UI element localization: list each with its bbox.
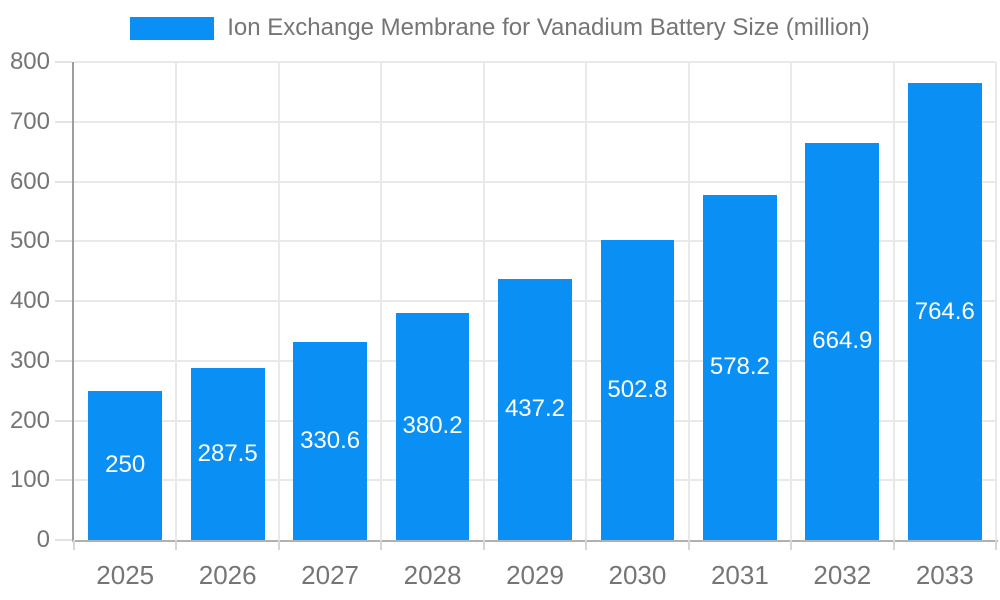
- gridline-y-500: [74, 240, 996, 243]
- y-axis-label-300: 300: [9, 346, 50, 374]
- y-axis-tick-400: [55, 300, 72, 302]
- x-axis-tick-1: [175, 540, 178, 550]
- bar-2029[interactable]: 437.2: [498, 278, 572, 540]
- bar-value-label-2033: 764.6: [914, 297, 975, 325]
- x-axis-label-2028: 2028: [403, 560, 462, 590]
- x-axis-label-2025: 2025: [96, 560, 155, 590]
- bar-2028[interactable]: 380.2: [395, 312, 470, 540]
- gridline-y-600: [74, 180, 996, 183]
- x-axis-label-2030: 2030: [608, 560, 667, 590]
- x-axis-tick-4: [482, 540, 485, 550]
- y-axis-tick-0: [55, 539, 72, 541]
- gridline-x-8: [892, 62, 895, 540]
- gridline-x-7: [790, 62, 793, 540]
- bar-2031[interactable]: 578.2: [703, 194, 777, 540]
- gridline-x-9: [995, 62, 997, 540]
- gridline-y-700: [74, 120, 996, 123]
- bar-2026[interactable]: 287.5: [190, 368, 265, 540]
- gridline-x-6: [687, 62, 690, 540]
- x-axis-tick-9: [995, 540, 997, 550]
- bar-2025[interactable]: 250: [88, 390, 163, 540]
- bar-value-label-2028: 380.2: [402, 412, 463, 440]
- gridline-x-5: [585, 62, 588, 540]
- x-axis-tick-3: [380, 540, 383, 550]
- bar-2030[interactable]: 502.8: [600, 239, 675, 540]
- y-axis-tick-200: [55, 419, 72, 422]
- y-axis-tick-600: [55, 180, 72, 183]
- bar-value-label-2029: 437.2: [504, 395, 566, 423]
- bar-value-label-2031: 578.2: [709, 353, 770, 381]
- bar-value-label-2026: 287.5: [197, 440, 258, 468]
- y-axis-label-100: 100: [9, 466, 50, 494]
- gridline-x-1: [175, 62, 178, 540]
- y-axis-label-700: 700: [9, 107, 50, 135]
- gridline-x-4: [482, 62, 485, 540]
- x-axis-label-2029: 2029: [506, 560, 564, 590]
- y-axis-label-500: 500: [9, 227, 50, 255]
- x-axis-label-2032: 2032: [813, 560, 872, 590]
- x-axis-label-2033: 2033: [915, 560, 974, 590]
- bar-value-label-2032: 664.9: [812, 327, 873, 355]
- y-axis-label-200: 200: [9, 406, 50, 434]
- bar-value-label-2025: 250: [105, 451, 146, 479]
- y-axis-label-0: 0: [36, 526, 50, 553]
- x-axis-tick-0: [73, 540, 75, 550]
- x-axis-tick-5: [585, 540, 588, 550]
- y-axis-label-600: 600: [9, 167, 50, 195]
- y-axis-tick-700: [55, 120, 72, 123]
- x-axis-tick-2: [277, 540, 280, 550]
- legend: Ion Exchange Membrane for Vanadium Batte…: [0, 14, 1000, 42]
- gridline-y-800: [74, 61, 996, 63]
- bar-value-label-2030: 502.8: [607, 375, 668, 403]
- legend-label: Ion Exchange Membrane for Vanadium Batte…: [227, 14, 870, 41]
- plot-area: 0 100 200 300 400 500 600 700 800 250 2025 287.5 202…: [10, 50, 998, 588]
- y-axis-label-400: 400: [9, 287, 50, 314]
- legend-swatch-icon: [130, 16, 215, 40]
- y-axis-tick-500: [55, 240, 72, 243]
- x-axis-tick-6: [687, 540, 690, 550]
- x-axis-label-2031: 2031: [710, 560, 769, 590]
- x-axis-label-2027: 2027: [301, 560, 360, 590]
- x-axis-tick-7: [790, 540, 793, 550]
- gridline-x-3: [380, 62, 383, 540]
- bar-2027[interactable]: 330.6: [293, 342, 367, 540]
- x-axis-line: [72, 540, 998, 542]
- y-axis-tick-300: [55, 359, 72, 362]
- bar-2033[interactable]: 764.6: [907, 83, 982, 540]
- y-axis-line: [72, 62, 74, 540]
- gridline-x-2: [277, 62, 280, 540]
- x-axis-tick-8: [892, 540, 895, 550]
- x-axis-label-2026: 2026: [198, 560, 257, 590]
- y-axis-tick-100: [55, 479, 72, 482]
- y-axis-label-800: 800: [9, 48, 50, 75]
- y-axis-tick-800: [55, 61, 72, 63]
- bar-2032[interactable]: 664.9: [805, 142, 880, 540]
- legend-item[interactable]: Ion Exchange Membrane for Vanadium Batte…: [130, 14, 870, 42]
- bar-value-label-2027: 330.6: [300, 427, 361, 455]
